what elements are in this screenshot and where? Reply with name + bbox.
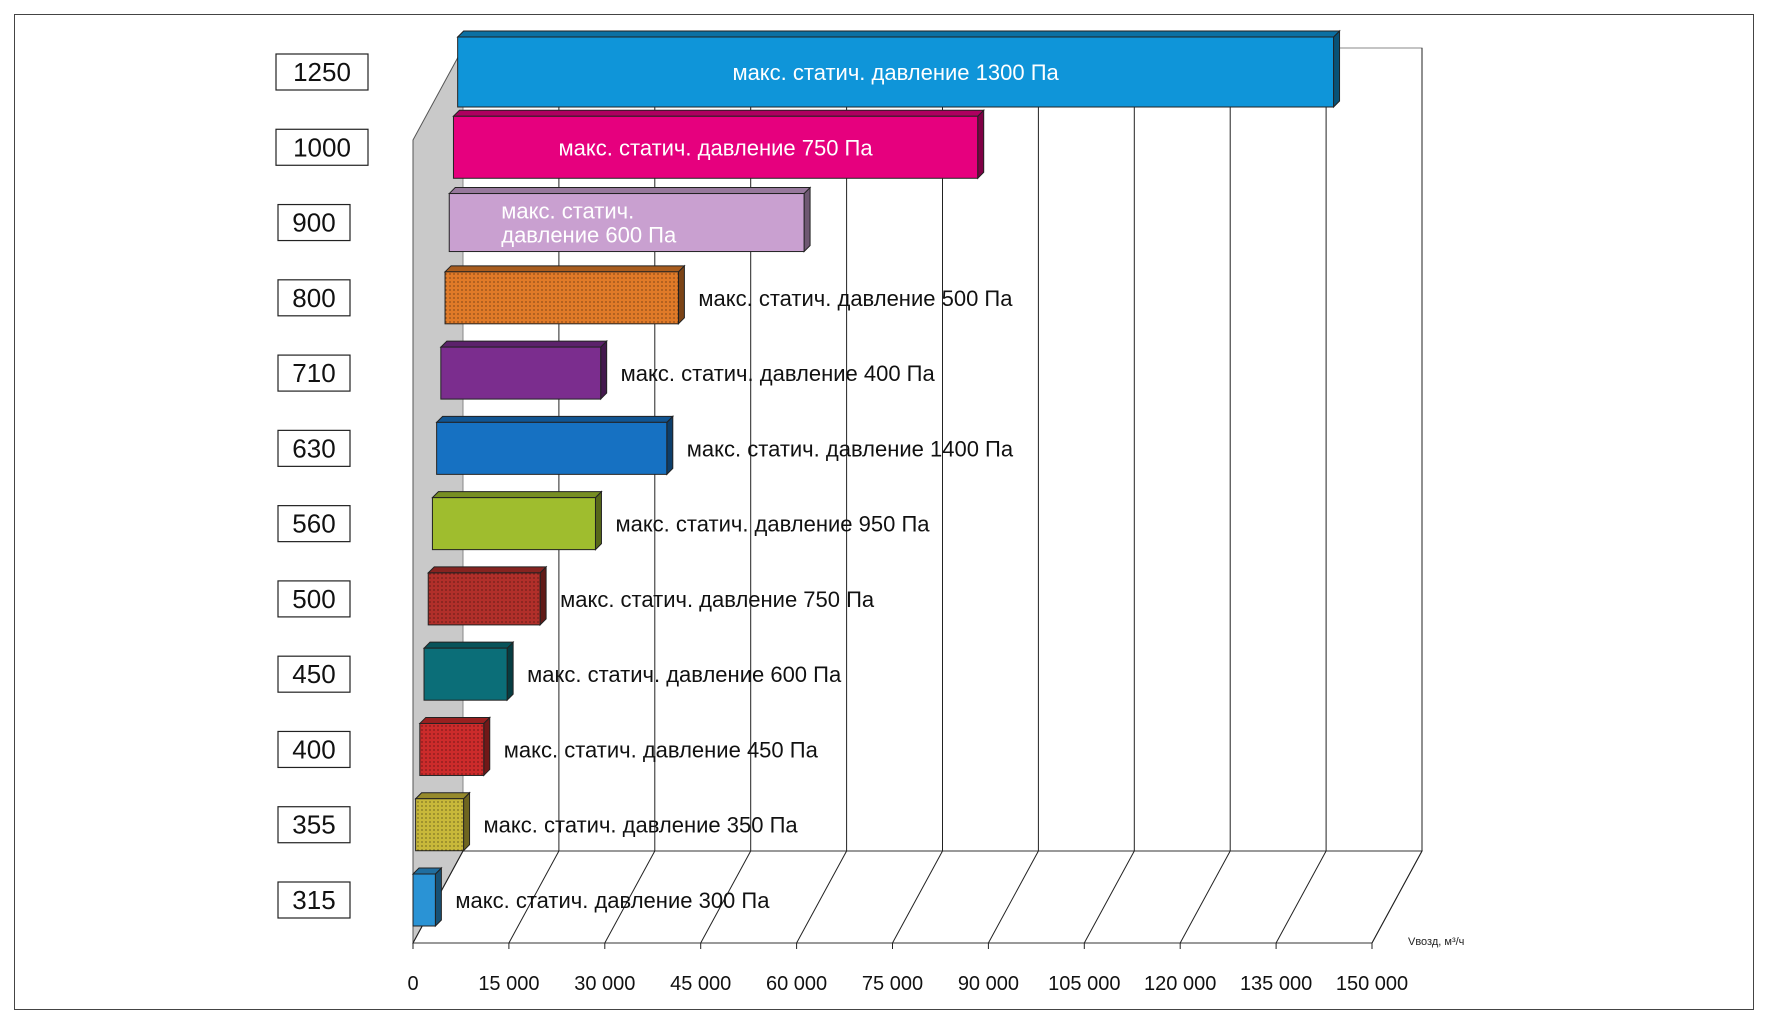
bar-label: макс. статич. давление 500 Па xyxy=(698,286,1013,311)
category-box xyxy=(277,881,351,919)
bar-label: макс. статич. давление 1400 Па xyxy=(687,436,1014,461)
bar-side xyxy=(539,565,547,627)
x-tick-label: 150 000 xyxy=(1336,973,1408,995)
bar-label: макс. статич. давление 750 Па xyxy=(560,587,875,612)
bar-label: макс. статич. давление 600 Па xyxy=(527,662,842,687)
x-tick-label: 135 000 xyxy=(1240,973,1312,995)
x-tick-label: 105 000 xyxy=(1048,973,1120,995)
category-labels: 1250 1000 900 800 710 630 560 500 450 400 355 315 xyxy=(275,53,369,919)
gridline-floor xyxy=(987,850,1039,944)
category-label: 800 xyxy=(292,283,335,313)
bar-top xyxy=(448,187,812,195)
bar xyxy=(431,497,596,551)
category-box xyxy=(277,505,351,543)
bar-top xyxy=(427,566,548,574)
category-box xyxy=(277,429,351,467)
bar-side xyxy=(977,109,985,180)
bar-top xyxy=(456,30,1341,38)
bar-label: макс. статич. давление 300 Па xyxy=(455,888,770,913)
category-box xyxy=(277,279,351,317)
category-label: 900 xyxy=(292,208,335,238)
bar-label: макс. статич. давление 350 Па xyxy=(484,813,799,838)
gridline-floor xyxy=(604,850,656,944)
gridline-floor xyxy=(892,850,943,944)
bar xyxy=(457,36,1335,108)
gridline-floor xyxy=(796,850,848,944)
bar xyxy=(448,193,805,253)
category-box xyxy=(277,203,351,242)
x-tick-labels: 0 15 000 30 000 45 000 60 000 75 000 90 000 105… xyxy=(407,973,1408,995)
bar-top xyxy=(414,792,471,800)
category-box xyxy=(277,655,351,693)
bar-texture xyxy=(419,723,484,776)
category-label: 315 xyxy=(292,885,335,915)
category-label: 630 xyxy=(292,433,335,463)
gridline-floor xyxy=(1371,850,1423,944)
chart-frame xyxy=(14,14,1754,1010)
category-box xyxy=(277,354,351,392)
bar xyxy=(436,421,668,475)
category-label: 400 xyxy=(292,734,335,764)
bar-label-line2: давление 600 Па xyxy=(501,223,677,248)
category-label: 500 xyxy=(292,584,335,614)
bar-side xyxy=(463,791,471,852)
bar-top xyxy=(418,716,491,724)
bar-top xyxy=(452,109,985,117)
bar-label: макс. статич. давление 750 Па xyxy=(559,135,874,160)
x-tick-label: 30 000 xyxy=(574,973,635,995)
category-label: 355 xyxy=(292,810,335,840)
gridline-floor xyxy=(1275,850,1327,944)
category-box xyxy=(277,580,351,618)
x-tick-label: 0 xyxy=(407,973,418,995)
bar-side xyxy=(600,339,608,401)
gridline-floor xyxy=(1179,850,1231,944)
bar-side xyxy=(594,490,602,551)
category-label: 450 xyxy=(292,659,335,689)
bar-texture xyxy=(428,572,541,625)
gridline-floor xyxy=(1083,850,1135,944)
bar-label: макс. статич. xyxy=(501,199,634,224)
category-label: 560 xyxy=(292,509,335,539)
bar-side xyxy=(506,640,514,702)
gridline-floor xyxy=(508,850,560,944)
bar xyxy=(423,647,508,701)
category-label: 1250 xyxy=(293,57,351,87)
bars: макс. статич. давление 1300 Па макс. стат… xyxy=(411,29,1341,928)
bar-label: макс. статич. давление 450 Па xyxy=(504,737,819,762)
bar-side xyxy=(677,264,685,326)
category-label: 710 xyxy=(292,358,335,388)
category-box xyxy=(277,806,351,844)
bar-side xyxy=(1333,29,1341,109)
bar-texture xyxy=(445,271,679,324)
x-tick-label: 45 000 xyxy=(670,973,731,995)
bar xyxy=(452,115,979,179)
x-tick-label: 120 000 xyxy=(1144,973,1216,995)
bar-top xyxy=(431,491,603,499)
bar-side xyxy=(803,186,811,253)
x-axis-label: Vвозд, м³/ч xyxy=(1408,936,1464,948)
bar-side xyxy=(434,866,442,928)
category-box xyxy=(275,53,369,91)
category-label: 1000 xyxy=(293,132,351,162)
bar-label: макс. статич. давление 400 Па xyxy=(621,361,936,386)
x-tick-label: 75 000 xyxy=(862,973,923,995)
bar-label: макс. статич. давление 950 Па xyxy=(615,512,930,537)
bar-label: макс. статич. давление 1300 Па xyxy=(732,60,1059,85)
bar-top xyxy=(439,340,608,348)
x-tick-label: 90 000 xyxy=(958,973,1019,995)
bar-texture xyxy=(415,798,464,851)
gridline-floor xyxy=(700,850,752,944)
bar-top xyxy=(443,265,686,273)
x-tick-label: 15 000 xyxy=(478,973,539,995)
category-box xyxy=(275,128,369,166)
bar xyxy=(412,873,436,927)
bar-side xyxy=(483,716,491,777)
bar xyxy=(440,346,602,400)
x-tick-label: 60 000 xyxy=(766,973,827,995)
bar-top xyxy=(435,415,675,423)
category-box xyxy=(277,730,351,769)
bar-top xyxy=(422,641,515,649)
bar-side xyxy=(666,415,674,476)
